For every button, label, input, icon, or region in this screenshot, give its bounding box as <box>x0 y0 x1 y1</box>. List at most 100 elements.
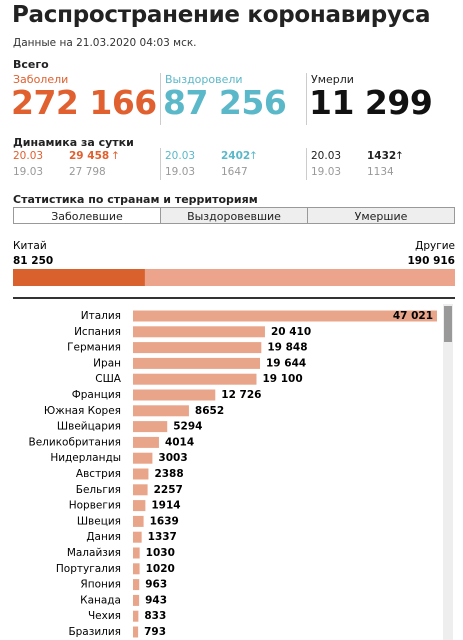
total-label: Заболели <box>13 73 69 86</box>
bar <box>133 326 265 338</box>
total-label: Выздоровели <box>165 73 243 86</box>
value-label: 12 726 <box>221 389 261 401</box>
country: Иран <box>93 357 121 369</box>
value-label: 5294 <box>173 421 202 433</box>
tab[interactable]: Умершие <box>307 207 455 224</box>
share-label: Китай <box>13 240 47 252</box>
country: США <box>95 373 122 385</box>
bar <box>133 468 149 480</box>
tab[interactable]: Заболевшие <box>13 207 161 224</box>
totals-label: Всего <box>13 58 49 71</box>
arrow: ↑ <box>111 150 120 162</box>
total-label: Умерли <box>311 73 354 86</box>
country: Великобритания <box>29 436 122 448</box>
daily-value: 1432 <box>367 150 397 162</box>
value-label: 1020 <box>146 563 175 575</box>
country: Малайзия <box>67 547 121 559</box>
country: Южная Корея <box>44 405 121 417</box>
bar <box>133 515 144 527</box>
date: 20.03 <box>13 150 44 162</box>
country: Швеция <box>77 515 121 527</box>
bar <box>133 389 216 401</box>
value-label: 2257 <box>154 484 183 496</box>
value-label: 4014 <box>165 436 194 448</box>
date: 19.03 <box>311 166 342 178</box>
daily-label: Динамика за сутки <box>13 136 134 149</box>
date: 19.03 <box>165 166 196 178</box>
country: Австрия <box>76 468 121 480</box>
arrow: ↑ <box>395 150 404 162</box>
tab[interactable]: Выздоровевшие <box>160 207 308 224</box>
date: 19.03 <box>13 166 44 178</box>
share-label: Другие <box>415 240 455 252</box>
country: Норвегия <box>69 500 121 512</box>
country: Испания <box>74 326 121 338</box>
country: Дания <box>86 531 121 543</box>
daily-value: 2402 <box>221 150 251 162</box>
bar <box>133 373 257 385</box>
value-label: 833 <box>144 610 166 622</box>
date: 20.03 <box>165 150 196 162</box>
country: Италия <box>81 310 121 322</box>
value-label: 20 410 <box>271 326 311 338</box>
value-label: 47 021 <box>393 310 433 322</box>
scrollbar-track[interactable] <box>443 304 453 640</box>
share-value: 190 916 <box>408 255 456 267</box>
total-value: 87 256 <box>163 83 287 122</box>
divider <box>306 73 307 125</box>
daily-value: 1647 <box>221 166 248 178</box>
bar <box>133 594 140 606</box>
country: Бразилия <box>68 626 121 638</box>
bar <box>133 531 142 543</box>
section-title: Статистика по странам и территориям <box>13 193 258 206</box>
country: Чехия <box>88 610 121 622</box>
total-value: 11 299 <box>309 83 433 122</box>
total-value: 272 166 <box>11 83 157 122</box>
date: 20.03 <box>311 150 342 162</box>
bar <box>133 421 168 433</box>
country: Португалия <box>56 563 121 575</box>
country: Бельгия <box>76 484 121 496</box>
value-label: 8652 <box>195 405 224 417</box>
bar <box>133 500 146 512</box>
bar <box>133 563 140 575</box>
value-label: 1337 <box>148 531 177 543</box>
bar <box>133 452 153 464</box>
divider <box>160 73 161 125</box>
value-label: 793 <box>144 626 166 638</box>
country: Канада <box>80 594 121 606</box>
value-label: 1639 <box>150 515 179 527</box>
bar <box>133 626 139 638</box>
scrollbar-thumb[interactable] <box>444 306 452 342</box>
bar <box>133 579 140 591</box>
bar <box>133 610 139 622</box>
bar <box>133 405 189 417</box>
daily-value: 1134 <box>367 166 394 178</box>
country: Франция <box>72 389 121 401</box>
bar <box>133 357 261 369</box>
divider <box>160 148 161 180</box>
value-label: 943 <box>145 594 167 606</box>
country: Германия <box>67 342 121 354</box>
daily-value: 29 458 <box>69 150 110 162</box>
country: Япония <box>80 579 121 591</box>
country: Нидерланды <box>50 452 121 464</box>
value-label: 19 644 <box>266 357 306 369</box>
value-label: 19 848 <box>267 342 307 354</box>
bar <box>133 484 148 496</box>
value-label: 19 100 <box>262 373 302 385</box>
country: Швейцария <box>57 421 121 433</box>
share-value: 81 250 <box>13 255 53 267</box>
value-label: 3003 <box>158 452 187 464</box>
share-bar <box>13 269 145 286</box>
value-label: 1914 <box>151 500 180 512</box>
value-label: 2388 <box>154 468 183 480</box>
divider <box>306 148 307 180</box>
share-bar <box>144 269 455 286</box>
bar <box>133 547 140 559</box>
daily-value: 27 798 <box>69 166 106 178</box>
bar <box>133 310 437 322</box>
bar <box>133 436 159 448</box>
